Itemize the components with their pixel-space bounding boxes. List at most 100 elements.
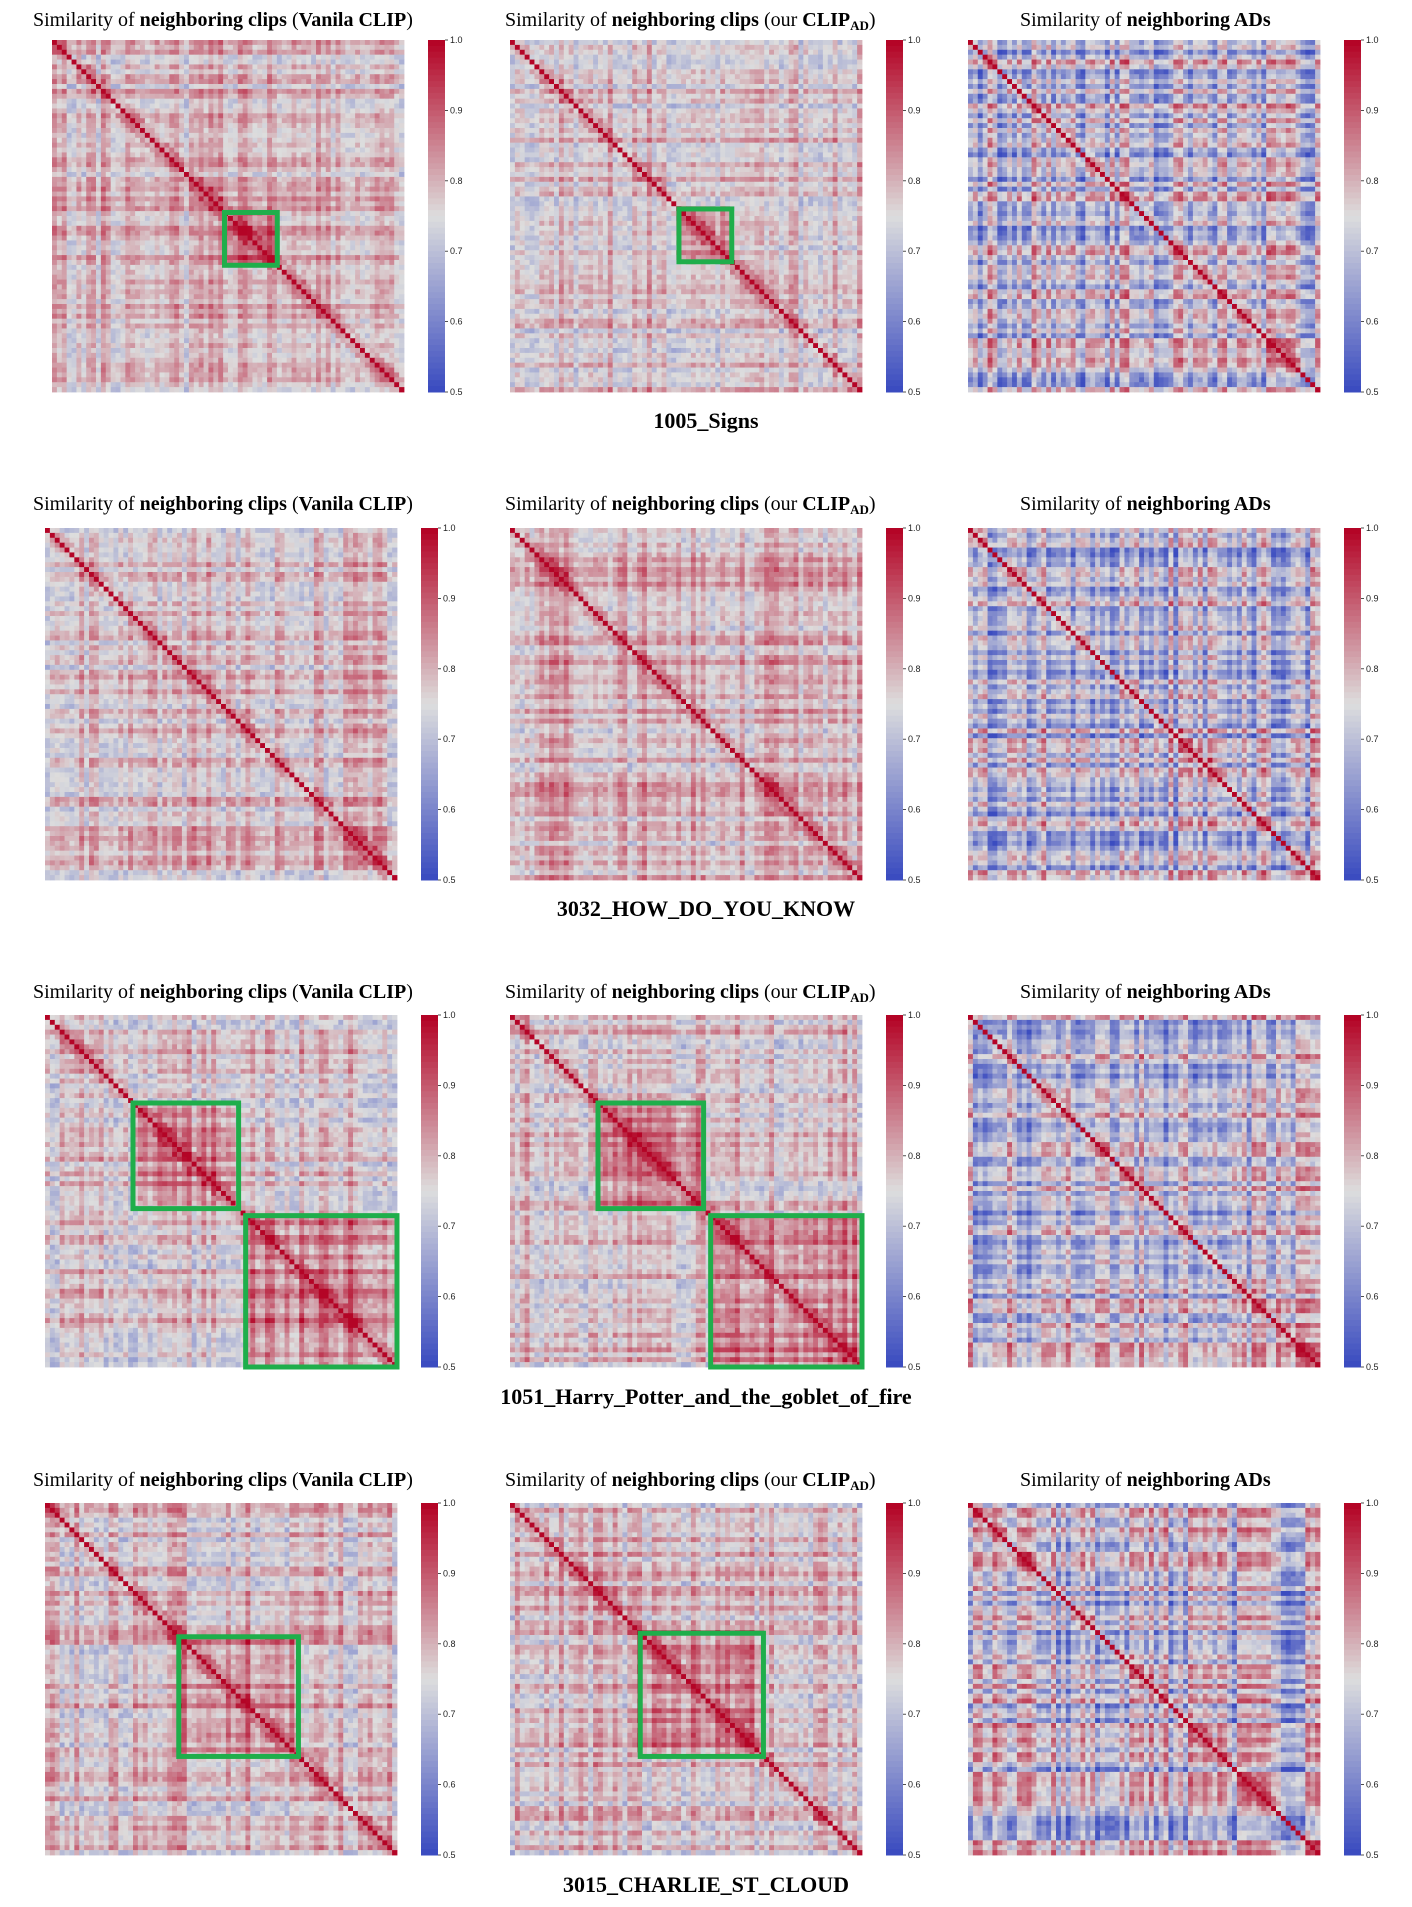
heatmap-cell [272, 182, 277, 187]
heatmap-cell [292, 104, 297, 109]
heatmap-cell [81, 377, 86, 382]
heatmap-cell [257, 84, 262, 89]
heatmap-cell [179, 74, 184, 79]
heatmap-cell [321, 74, 326, 79]
heatmap-cell [164, 84, 169, 89]
heatmap-cell [62, 324, 67, 329]
heatmap-cell [262, 358, 267, 363]
heatmap-cell [86, 348, 91, 353]
heatmap-cell [252, 60, 257, 65]
heatmap-cell [277, 60, 282, 65]
heatmap-cell [350, 40, 355, 45]
heatmap-cell [169, 236, 174, 241]
heatmap-cell [301, 265, 306, 270]
heatmap-cell [336, 162, 341, 167]
heatmap-cell [375, 40, 380, 45]
heatmap-cell [208, 236, 213, 241]
heatmap-cell [91, 368, 96, 373]
heatmap-cell [287, 338, 292, 343]
heatmap-cell [150, 206, 155, 211]
heatmap-cell [213, 363, 218, 368]
heatmap-cell [164, 45, 169, 50]
heatmap-cell [267, 319, 272, 324]
heatmap-cell [218, 79, 223, 84]
heatmap-cell [62, 172, 67, 177]
heatmap-cell [262, 138, 267, 143]
heatmap-cell [238, 187, 243, 192]
heatmap-cell [81, 333, 86, 338]
heatmap-cell [282, 196, 287, 201]
heatmap-cell [282, 324, 287, 329]
heatmap-cell [76, 299, 81, 304]
heatmap-cell [223, 294, 228, 299]
heatmap-cell [365, 182, 370, 187]
heatmap-cell [52, 104, 57, 109]
heatmap-cell [111, 255, 116, 260]
heatmap-cell [345, 167, 350, 172]
heatmap-cell [130, 138, 135, 143]
heatmap-cell [155, 255, 160, 260]
heatmap-cell [116, 358, 121, 363]
heatmap-cell [208, 270, 213, 275]
heatmap-cell [194, 275, 199, 280]
heatmap-cell [360, 358, 365, 363]
heatmap-cell [380, 265, 385, 270]
heatmap-cell [228, 99, 233, 104]
heatmap-cell [76, 50, 81, 55]
heatmap-cell [116, 363, 121, 368]
heatmap-cell [394, 343, 399, 348]
heatmap-cell [340, 79, 345, 84]
heatmap-cell [306, 74, 311, 79]
heatmap-cell [86, 255, 91, 260]
heatmap-cell [160, 172, 165, 177]
heatmap-cell [116, 143, 121, 148]
heatmap-cell [355, 201, 360, 206]
heatmap-cell [267, 231, 272, 236]
heatmap-cell [350, 192, 355, 197]
heatmap-cell [262, 368, 267, 373]
heatmap-cell [370, 148, 375, 153]
heatmap-cell [125, 226, 130, 231]
heatmap-cell [233, 216, 238, 221]
heatmap-cell [389, 338, 394, 343]
heatmap-cell [301, 245, 306, 250]
heatmap-cell [277, 123, 282, 128]
heatmap-cell [321, 328, 326, 333]
heatmap-cell [238, 324, 243, 329]
heatmap-cell [248, 148, 253, 153]
heatmap-cell [243, 192, 248, 197]
heatmap-cell [111, 319, 116, 324]
heatmap-cell [140, 265, 145, 270]
heatmap-cell [67, 89, 72, 94]
heatmap-cell [267, 94, 272, 99]
heatmap-cell [130, 324, 135, 329]
heatmap-cell [399, 226, 404, 231]
heatmap-cell [267, 328, 272, 333]
heatmap-cell [350, 294, 355, 299]
heatmap-cell [155, 69, 160, 74]
heatmap-cell [130, 275, 135, 280]
heatmap-cell [96, 89, 101, 94]
heatmap-cell [243, 236, 248, 241]
heatmap-cell [384, 104, 389, 109]
heatmap-cell [223, 172, 228, 177]
heatmap-cell [248, 358, 253, 363]
heatmap-cell [125, 157, 130, 162]
heatmap-cell [179, 372, 184, 377]
heatmap-cell [331, 192, 336, 197]
heatmap-cell [52, 314, 57, 319]
heatmap-cell [311, 94, 316, 99]
heatmap-cell [306, 187, 311, 192]
heatmap-cell [292, 89, 297, 94]
heatmap-cell [169, 167, 174, 172]
heatmap-cell [399, 284, 404, 289]
heatmap-cell [111, 226, 116, 231]
panel-title-r1-ads: Similarity of neighboring ADs [1020, 8, 1271, 32]
heatmap-cell [164, 108, 169, 113]
heatmap-cell [350, 343, 355, 348]
heatmap-cell [360, 182, 365, 187]
heatmap-cell [384, 265, 389, 270]
heatmap-cell [72, 280, 77, 285]
heatmap-cell [370, 260, 375, 265]
heatmap-cell [164, 201, 169, 206]
